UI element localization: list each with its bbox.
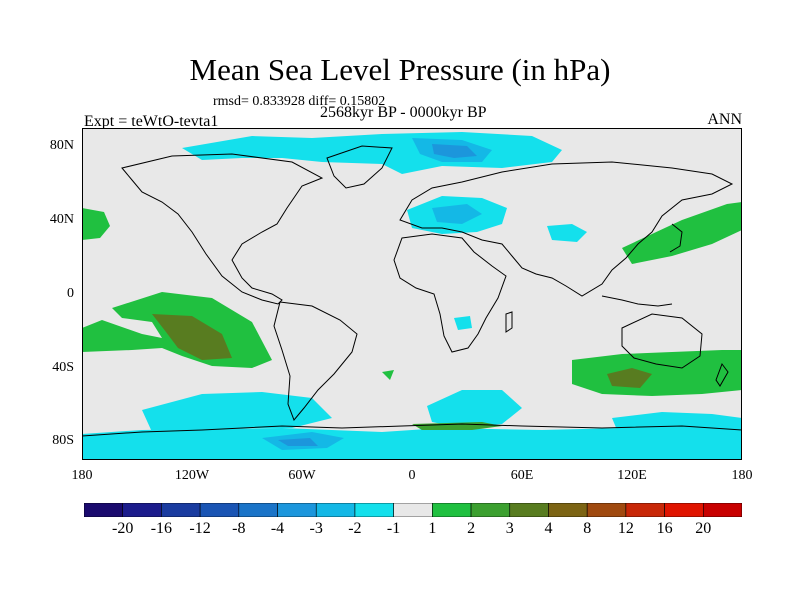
x-tick-60e: 60E xyxy=(510,468,534,483)
anomaly-antarctic-neg xyxy=(82,428,742,460)
anomaly-southern-ocean-neg-2 xyxy=(427,390,522,428)
colorbar-cell xyxy=(277,503,317,517)
coastline-greenland xyxy=(326,145,393,189)
colorbar-cell xyxy=(432,503,472,517)
experiment-label: Expt = teWtO-tevta1 xyxy=(84,113,219,130)
colorbar-cell xyxy=(199,503,240,517)
anomaly-west-edge-pos xyxy=(82,208,110,240)
anomaly-arctic-neg-center xyxy=(432,144,477,158)
chart-title: Mean Sea Level Pressure (in hPa) xyxy=(189,52,611,87)
y-tick-80n: 80N xyxy=(49,138,74,153)
colorbar-label: -1 xyxy=(386,520,401,537)
colorbar-label: -12 xyxy=(189,520,211,537)
y-tick-40n: 40N xyxy=(49,212,74,227)
colorbar-cell xyxy=(470,503,511,517)
anomaly-antarctic-coast-pos xyxy=(412,422,502,430)
anomaly-asia-neg xyxy=(547,224,587,242)
x-tick-180w: 180 xyxy=(71,468,93,483)
colorbar-label: 4 xyxy=(544,520,553,537)
colorbar-label: -20 xyxy=(112,520,134,537)
colorbar-label: 16 xyxy=(656,520,673,537)
colorbar-label: 1 xyxy=(428,520,437,537)
colorbar-label: 12 xyxy=(617,520,634,537)
anomaly-antarctic-neg-center xyxy=(278,438,318,446)
colorbar-cell xyxy=(354,503,394,517)
colorbar-label: -4 xyxy=(270,520,285,537)
x-tick-120e: 120E xyxy=(617,468,647,483)
colorbar-cell xyxy=(702,503,742,517)
x-tick-180e: 180 xyxy=(731,468,753,483)
coastline-south-america xyxy=(273,301,358,421)
anomaly-satlantic-pos xyxy=(382,370,394,380)
coastline-indonesia xyxy=(601,295,673,307)
anomaly-sepacific-pos-core xyxy=(152,314,232,360)
pressure-map xyxy=(82,128,742,460)
colorbar-cell xyxy=(548,503,588,517)
coastline-new-zealand xyxy=(715,362,729,387)
colorbar-cell xyxy=(84,503,124,517)
colorbar-cell xyxy=(586,503,627,517)
season-label: ANN xyxy=(707,111,742,128)
anomaly-layer xyxy=(82,132,742,460)
anomaly-southern-ocean-neg xyxy=(142,392,332,432)
coastline-north-america xyxy=(121,153,324,305)
stats-text: rmsd= 0.833928 diff= 0.15802 xyxy=(213,94,386,109)
y-tick-40s: 40S xyxy=(52,360,74,375)
x-tick-60w: 60W xyxy=(288,468,316,483)
colorbar-label: 3 xyxy=(505,520,514,537)
colorbar-cell xyxy=(161,503,201,517)
coastline-japan xyxy=(669,223,683,253)
anomaly-safrica-neg xyxy=(454,316,472,330)
coastlines xyxy=(82,145,742,437)
colorbar-cell xyxy=(625,503,665,517)
y-tick-80s: 80S xyxy=(52,433,74,448)
colorbar-cell xyxy=(238,503,278,517)
colorbar-label: -8 xyxy=(232,520,246,537)
x-tick-0: 0 xyxy=(408,468,416,483)
map-frame xyxy=(82,128,742,460)
coastline-antarctica xyxy=(82,423,742,437)
anomaly-sindian-pos-core xyxy=(607,368,652,388)
anomaly-europe-neg-core xyxy=(432,204,482,224)
colorbar-cell xyxy=(122,503,162,517)
colorbar-label: 20 xyxy=(695,520,712,537)
colorbar-label: -3 xyxy=(309,520,323,537)
colorbar-cell xyxy=(664,503,704,517)
colorbar-label: 8 xyxy=(583,520,592,537)
coastline-africa xyxy=(393,233,507,353)
colorbar-label: 2 xyxy=(467,520,476,537)
colorbar-label: -2 xyxy=(348,520,362,537)
period-text: 2568kyr BP - 0000kyr BP xyxy=(320,104,487,121)
coastline-australia xyxy=(621,313,703,369)
colorbar-cell xyxy=(393,503,433,517)
coastline-madagascar xyxy=(505,311,513,333)
colorbar xyxy=(84,503,742,517)
y-tick-0: 0 xyxy=(67,286,74,301)
x-tick-120w: 120W xyxy=(174,468,210,483)
colorbar-cell xyxy=(509,503,549,517)
coastline-eurasia xyxy=(399,161,734,297)
colorbar-cell xyxy=(315,503,356,517)
colorbar-label: -16 xyxy=(150,520,173,537)
